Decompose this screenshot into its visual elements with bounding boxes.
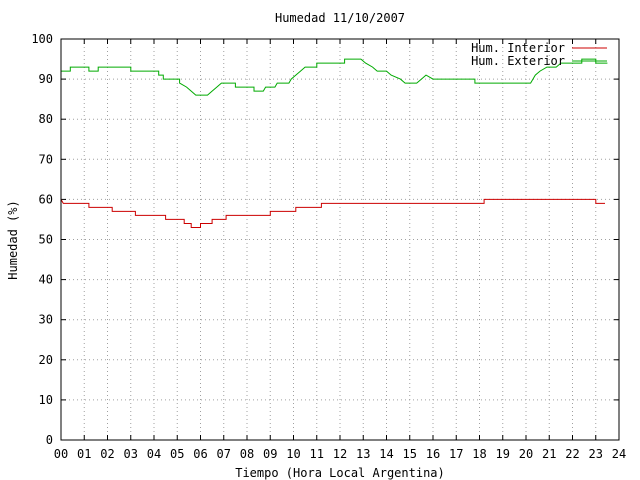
x-tick-label: 19 [496,447,510,461]
x-tick-label: 16 [426,447,440,461]
x-tick-label: 22 [565,447,579,461]
x-tick-label: 24 [612,447,626,461]
x-tick-label: 20 [519,447,533,461]
legend-label-1: Hum. Interior [471,41,565,55]
y-tick-label: 20 [39,353,53,367]
x-tick-label: 09 [263,447,277,461]
legend-label-2: Hum. Exterior [471,54,565,68]
y-axis-label: Humedad (%) [6,200,20,279]
x-axis-label: Tiempo (Hora Local Argentina) [235,466,445,480]
y-tick-label: 40 [39,273,53,287]
series-line-1 [60,198,605,228]
x-tick-label: 01 [77,447,91,461]
plot-border [60,38,620,441]
y-tick-label: 50 [39,233,53,247]
y-tick-label: 70 [39,152,53,166]
x-tick-label: 15 [403,447,417,461]
x-tick-label: 23 [589,447,603,461]
x-tick-label: 10 [286,447,300,461]
x-tick-labels: 00 01 02 03 04 05 06 07 08 09 10 11 12 13 14 15 16 17 18 19… [54,447,626,461]
y-tick-label: 90 [39,72,53,86]
y-tick-label: 0 [46,433,53,447]
x-tick-label: 08 [240,447,254,461]
y-tick-label: 10 [39,393,53,407]
series-line-2 [61,58,608,96]
y-tick-label: 80 [39,112,53,126]
x-tick-label: 14 [379,447,393,461]
y-tick-label: 60 [39,192,53,206]
y-tick-label: 100 [31,32,53,46]
x-tick-label: 04 [147,447,161,461]
x-tick-label: 17 [449,447,463,461]
x-tick-label: 06 [193,447,207,461]
x-tick-label: 12 [333,447,347,461]
chart-title: Humedad 11/10/2007 [275,11,405,25]
x-tick-label: 07 [217,447,231,461]
x-tick-label: 11 [310,447,324,461]
grid [60,38,620,441]
x-tick-label: 18 [472,447,486,461]
x-tick-label: 21 [542,447,556,461]
series-group [60,58,608,228]
x-tick-label: 13 [356,447,370,461]
x-tick-label: 03 [124,447,138,461]
y-tick-label: 30 [39,313,53,327]
x-tick-label: 00 [54,447,68,461]
x-tick-label: 02 [100,447,114,461]
x-tick-label: 05 [170,447,184,461]
y-tick-labels: 0 10 20 30 40 50 60 70 80 90 100 [31,32,53,447]
